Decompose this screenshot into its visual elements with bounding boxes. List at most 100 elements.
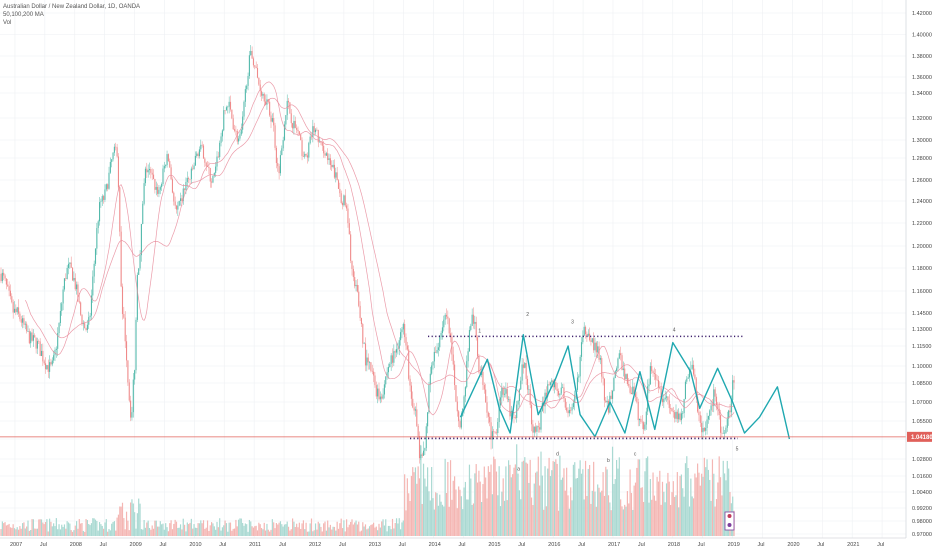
volume-bar <box>605 466 607 536</box>
volume-bar <box>559 455 561 536</box>
candle-body <box>720 415 722 433</box>
candle-body <box>518 389 520 401</box>
volume-bar <box>323 523 325 536</box>
candle-body <box>560 387 562 394</box>
volume-bar <box>497 495 499 536</box>
candle-body <box>405 337 407 346</box>
candle-body <box>5 278 7 285</box>
candle-body <box>325 153 327 156</box>
candle-body <box>46 365 48 370</box>
candle-body <box>498 405 500 422</box>
candle-body <box>664 397 666 399</box>
volume-bar <box>487 466 489 536</box>
candle-body <box>231 109 233 119</box>
price-tick-label: 1.18000 <box>912 266 932 272</box>
candle-body <box>359 305 361 319</box>
volume-bar <box>624 504 626 536</box>
price-axis[interactable]: 1.42000 1.40000 1.38000 1.36000 1.34000 1.320… <box>905 0 932 538</box>
volume-bar <box>525 462 527 536</box>
volume-bar <box>402 520 404 536</box>
volume-bar <box>591 490 593 536</box>
volume-bar <box>220 530 222 536</box>
volume-bar <box>389 525 391 536</box>
candle-body <box>123 314 125 318</box>
candle-body <box>375 385 377 397</box>
candle-body <box>440 332 442 338</box>
candle-body <box>371 370 373 372</box>
volume-bar <box>447 462 449 536</box>
candle-body <box>448 318 450 334</box>
volume-bar <box>728 468 730 536</box>
volume-bar <box>271 519 273 536</box>
volume-bar <box>344 531 346 536</box>
volume-bar <box>254 526 256 536</box>
candle-body <box>668 400 670 409</box>
time-axis[interactable]: 2007 Jul 2008 Jul 2009 Jul 2010 Jul 2011 Jul 2012 J… <box>0 537 906 548</box>
candle-body <box>327 153 329 161</box>
volume-bar <box>255 525 257 536</box>
volume-bar <box>564 490 566 536</box>
candle-body <box>208 166 210 169</box>
volume-bar <box>459 489 461 536</box>
volume-bar <box>347 527 349 536</box>
ma-indicator-label[interactable]: 50,100,200 MA <box>3 12 44 18</box>
volume-bar <box>62 526 64 536</box>
candle-body <box>173 192 175 202</box>
candle-body <box>113 146 115 153</box>
volume-bar <box>205 527 207 536</box>
candle-body <box>40 350 43 356</box>
candle-body <box>286 100 288 116</box>
candle-body <box>432 361 434 366</box>
event-marker-icon[interactable] <box>724 511 735 531</box>
volume-bar <box>0 529 2 536</box>
volume-bar <box>252 527 255 536</box>
candle-body <box>232 118 234 130</box>
volume-indicator-label[interactable]: Vol <box>3 20 12 26</box>
candle-body <box>657 380 659 388</box>
volume-bar <box>667 472 669 536</box>
price-tick-label: 1.22000 <box>912 221 932 227</box>
candle-body <box>329 158 331 165</box>
volume-bar <box>219 518 221 536</box>
candle-body <box>242 116 244 130</box>
candle-body <box>227 106 229 108</box>
candle-body <box>86 324 88 330</box>
candle-body <box>643 422 645 430</box>
candle-body <box>524 363 526 368</box>
volume-bar <box>356 524 358 536</box>
volume-bar <box>433 509 435 536</box>
candle-body <box>489 416 491 423</box>
volume-bar <box>456 508 458 536</box>
volume-bar <box>421 503 423 536</box>
volume-bar <box>262 529 264 536</box>
candle-body <box>269 101 271 116</box>
candle-body <box>143 183 145 204</box>
candle-body <box>559 393 561 396</box>
volume-bar <box>698 472 700 536</box>
volume-bar <box>134 512 136 536</box>
volume-bar <box>15 529 17 536</box>
volume-bar <box>670 504 672 536</box>
candle-body <box>244 89 246 102</box>
candle-body <box>109 161 111 173</box>
candle-body <box>9 290 11 297</box>
candle-body <box>285 115 287 125</box>
candle-body <box>721 432 723 434</box>
candle-body <box>146 168 148 173</box>
volume-bar <box>229 522 232 536</box>
candle-body <box>733 380 735 383</box>
candle-body <box>471 314 473 326</box>
event-dot-icon <box>727 514 732 518</box>
volume-bar <box>279 521 282 536</box>
volume-bar <box>409 500 411 536</box>
candle-body <box>653 373 655 374</box>
candle-body <box>649 366 651 385</box>
candle-body <box>508 398 510 400</box>
candle-body <box>192 168 194 170</box>
last-price-badge[interactable]: 1.04180 <box>907 431 932 442</box>
volume-bar <box>297 527 299 536</box>
volume-bar <box>416 483 418 536</box>
candle-body <box>539 427 541 430</box>
candle-body <box>409 378 411 386</box>
